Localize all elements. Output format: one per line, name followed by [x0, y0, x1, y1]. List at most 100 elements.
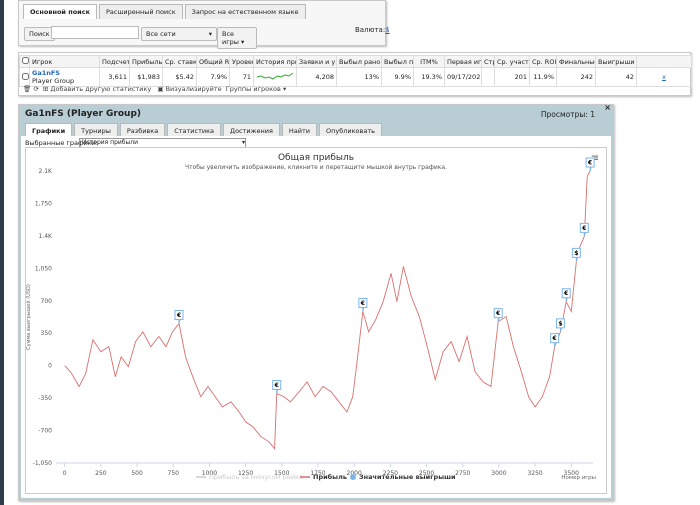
y-tick-label: 350	[41, 330, 53, 337]
panel-title: Ga1nFS (Player Group)	[25, 109, 141, 119]
chart-subtitle: Чтобы увеличить изображение, кликните и …	[185, 164, 447, 171]
network-select[interactable]: Все сети ▾	[141, 27, 217, 41]
cell: 09/17/2023	[444, 67, 482, 87]
x-tick-label: 1500	[274, 470, 289, 477]
flag-shape	[585, 157, 595, 172]
legend-item[interactable]: Прибыль за минусом рейка	[209, 473, 303, 481]
flag-label: €	[581, 225, 586, 232]
cell	[481, 67, 495, 87]
win-flag[interactable]: €	[585, 157, 595, 172]
flag-label: €	[274, 382, 279, 389]
player-group: Player Group	[32, 77, 75, 85]
y-tick-label: 2.1K	[39, 168, 54, 175]
column-header[interactable]: Ср. ставка	[162, 55, 197, 68]
cell: 7.9%	[196, 67, 230, 87]
x-tick-label: 3000	[491, 470, 506, 477]
flag-label: €	[176, 312, 181, 319]
search-tab[interactable]: Расширенный поиск	[99, 4, 183, 19]
checkbox[interactable]	[22, 72, 29, 80]
legend-item[interactable]: Значительные выигрыши	[359, 473, 456, 481]
column-header[interactable]: Подсчет	[99, 55, 130, 68]
search-input[interactable]	[51, 26, 139, 39]
remove-cell[interactable]: x	[636, 67, 692, 87]
x-tick-label: 1750	[310, 470, 325, 477]
column-header[interactable]: Уровен	[229, 55, 254, 68]
column-header[interactable]: Игрок	[29, 55, 100, 68]
flag-label: €	[563, 290, 568, 297]
cell: 4,208	[296, 67, 337, 87]
column-header[interactable]: Выбыл по	[381, 55, 414, 68]
checkbox-cell	[19, 67, 30, 87]
win-flag[interactable]: $	[571, 247, 581, 262]
y-tick-label: 1,050	[35, 265, 52, 272]
column-header[interactable]: Ср. участн	[494, 55, 530, 68]
checkbox-cell	[19, 55, 30, 68]
player-panel: Ga1nFS (Player Group) Просмотры: 1 × Гра…	[18, 103, 614, 501]
column-header[interactable]: Общий RO	[196, 55, 230, 68]
win-flag[interactable]: €	[579, 222, 589, 237]
menu-icon[interactable]: ≡	[591, 153, 599, 164]
column-header[interactable]: Первая игр	[444, 55, 482, 68]
x-tick-label: 2250	[383, 470, 398, 477]
win-flag[interactable]: €	[550, 333, 560, 347]
flag-label: €	[552, 335, 557, 342]
win-flag[interactable]: €	[493, 308, 503, 322]
column-header[interactable]: Заявки и у	[296, 55, 337, 68]
flag-label: €	[495, 310, 500, 317]
panel-tab[interactable]: Статистика	[167, 123, 221, 138]
x-tick-label: 750	[168, 470, 180, 477]
y-tick-label: 1,750	[35, 200, 52, 207]
x-tick-label: 3250	[527, 470, 542, 477]
currency-value[interactable]: $	[385, 26, 390, 34]
win-flag[interactable]: €	[272, 379, 282, 394]
cell: 13%	[336, 67, 382, 87]
column-header[interactable]: ITM%	[413, 55, 445, 68]
column-header[interactable]: Финальные	[556, 55, 596, 68]
x-tick-label: 1250	[238, 470, 253, 477]
player-name[interactable]: Ga1nFS	[32, 69, 60, 77]
games-select[interactable]: Все игры ▾	[217, 27, 257, 49]
profit-line	[64, 170, 591, 450]
search-button[interactable]: Поиск	[24, 27, 55, 41]
visualize[interactable]: Визуализируйте	[165, 85, 222, 93]
column-header[interactable]: Прибыль	[129, 55, 163, 68]
close[interactable]: ×	[604, 103, 611, 112]
win-flag[interactable]: €	[174, 309, 184, 324]
x-tick-label: 1000	[202, 470, 217, 477]
panel-tab[interactable]: Разбивка	[119, 123, 166, 138]
win-flag[interactable]: €	[358, 297, 368, 312]
flag-label: $	[558, 320, 562, 327]
cell	[253, 67, 297, 87]
spacer	[636, 55, 692, 68]
legend-symbol[interactable]	[350, 474, 356, 480]
table-footer: 🗑 ⟳ ⊞ Добавить другую статистику ▣ Визуа…	[23, 85, 287, 93]
flag-shape	[493, 308, 503, 322]
search-tab[interactable]: Запрос на естественном языке	[184, 4, 306, 19]
checkbox[interactable]	[22, 57, 29, 64]
win-flag[interactable]: €	[561, 288, 571, 302]
panel-tab[interactable]: Опубликовать	[319, 123, 382, 138]
x-tick-label: 2750	[455, 470, 470, 477]
cell: 71	[229, 67, 254, 87]
column-header[interactable]: Стра	[481, 55, 495, 68]
y-tick-label: -350	[38, 395, 52, 402]
search-tab[interactable]: Основной поиск	[23, 4, 97, 19]
column-header[interactable]: Выбыл рано	[336, 55, 382, 68]
panel-tab[interactable]: Турниры	[74, 123, 118, 138]
panel-tab[interactable]: Достижения	[223, 123, 280, 138]
win-flag[interactable]: $	[555, 318, 565, 332]
legend-item[interactable]: Прибыль	[313, 473, 347, 481]
chart-title: Общая прибыль	[278, 153, 354, 163]
search-panel: Основной поиск Расширенный поиск Запрос на…	[18, 0, 390, 49]
add-stat[interactable]: Добавить другую статистику	[50, 85, 152, 93]
panel-tab[interactable]: Найти	[281, 123, 317, 138]
column-header[interactable]: История прибы	[253, 55, 297, 68]
column-header[interactable]: Ср. ROI	[529, 55, 557, 68]
column-header[interactable]: Выигрыши	[595, 55, 637, 68]
cell: 3,611	[99, 67, 130, 87]
player-groups[interactable]: Группы игроков	[225, 85, 281, 93]
player-cell: Ga1nFS Player Group	[29, 67, 100, 87]
panel-tab[interactable]: Графики	[25, 123, 73, 138]
